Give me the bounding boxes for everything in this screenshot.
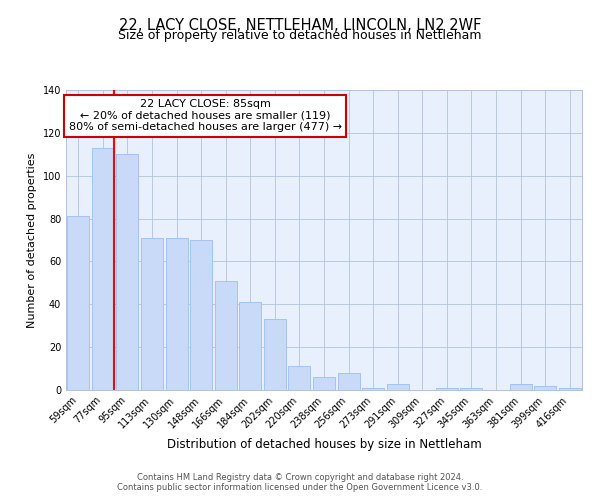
Text: Contains public sector information licensed under the Open Government Licence v3: Contains public sector information licen… (118, 484, 482, 492)
Bar (313, 377, 335, 390)
Text: Size of property relative to detached houses in Nettleham: Size of property relative to detached ho… (118, 29, 482, 42)
Bar (386, 384, 409, 390)
Bar (239, 302, 262, 390)
Bar (92, 148, 114, 390)
Text: Contains HM Land Registry data © Crown copyright and database right 2024.: Contains HM Land Registry data © Crown c… (137, 474, 463, 482)
Bar (436, 388, 458, 390)
Bar (264, 320, 286, 390)
Bar (559, 388, 581, 390)
Bar (362, 388, 384, 390)
Bar (190, 240, 212, 390)
Bar (116, 154, 139, 390)
Bar (166, 238, 188, 390)
Bar (509, 384, 532, 390)
Bar (338, 373, 359, 390)
Bar (141, 238, 163, 390)
Bar (534, 386, 556, 390)
Y-axis label: Number of detached properties: Number of detached properties (27, 152, 37, 328)
Bar (460, 388, 482, 390)
X-axis label: Distribution of detached houses by size in Nettleham: Distribution of detached houses by size … (167, 438, 481, 451)
Text: 22 LACY CLOSE: 85sqm
← 20% of detached houses are smaller (119)
80% of semi-deta: 22 LACY CLOSE: 85sqm ← 20% of detached h… (69, 99, 342, 132)
Bar (289, 366, 310, 390)
Bar (215, 280, 237, 390)
Text: 22, LACY CLOSE, NETTLEHAM, LINCOLN, LN2 2WF: 22, LACY CLOSE, NETTLEHAM, LINCOLN, LN2 … (119, 18, 481, 32)
Bar (67, 216, 89, 390)
